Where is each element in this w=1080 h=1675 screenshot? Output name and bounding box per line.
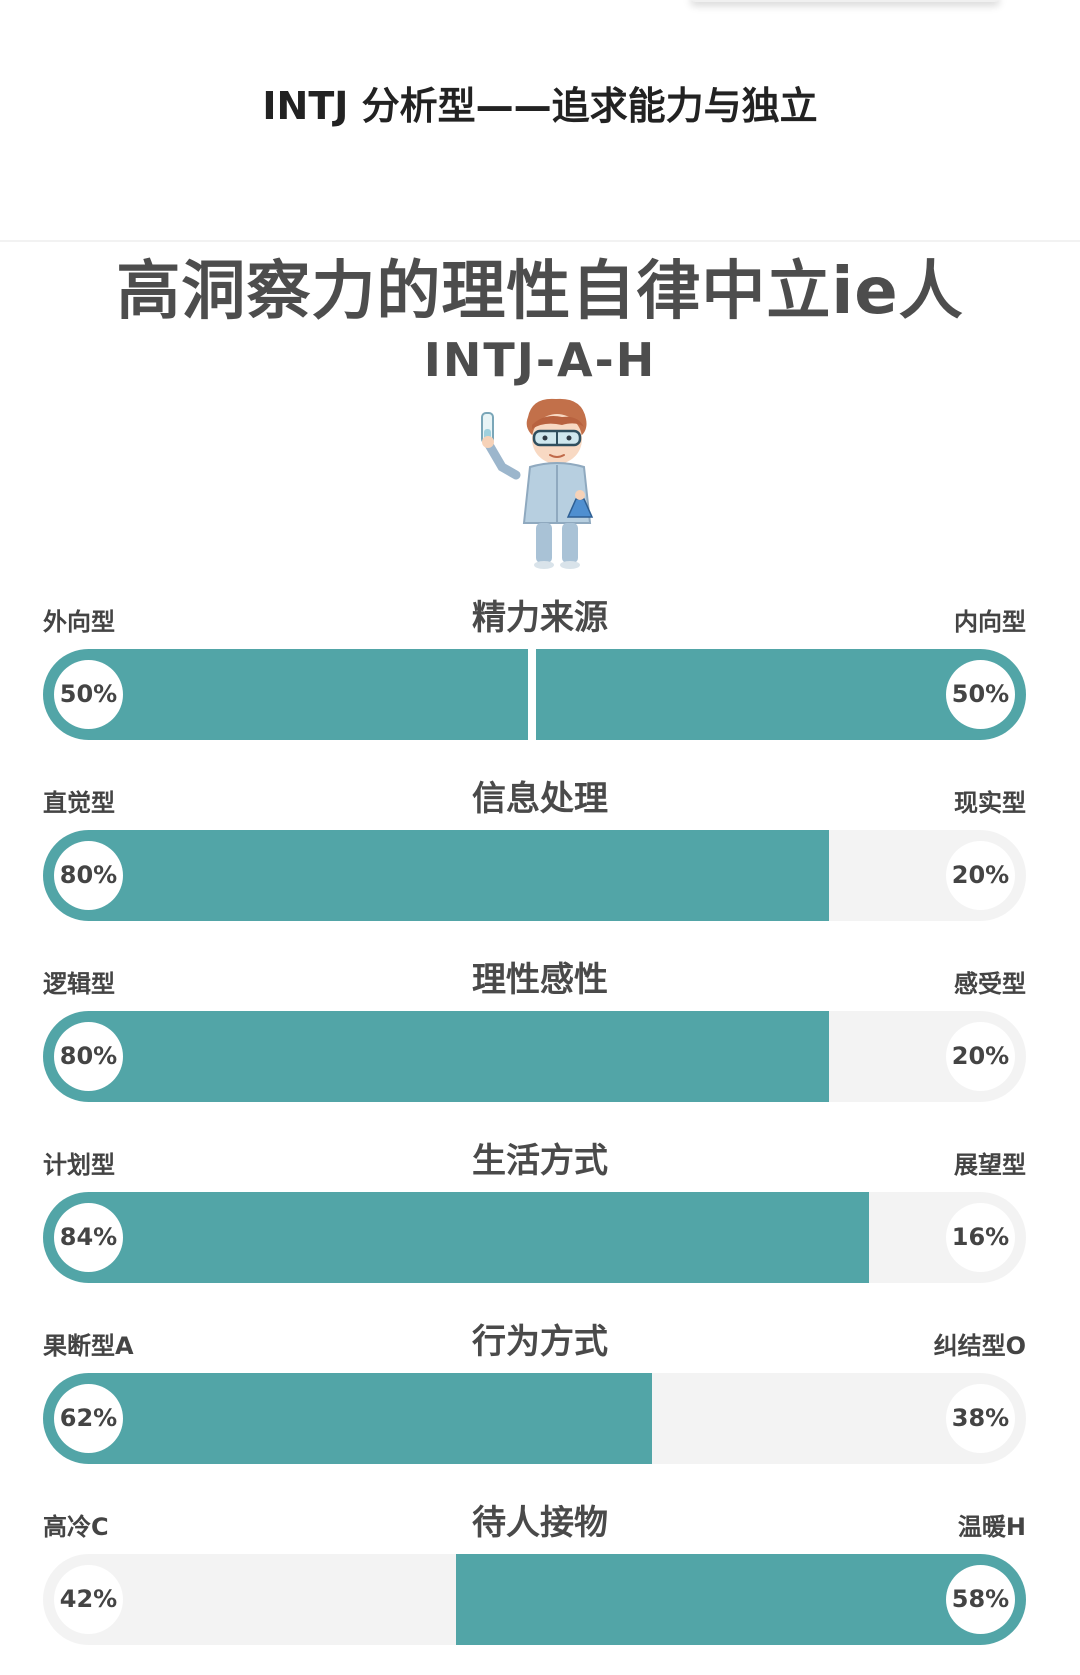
left-percent-badge: 80% bbox=[54, 841, 123, 910]
left-trait-label: 计划型 bbox=[43, 1151, 115, 1179]
ratio-bar: 50% 50% bbox=[43, 649, 1026, 740]
dimension-energy-source: 外向型 精力来源 内向型 50% 50% bbox=[0, 580, 1080, 761]
right-trait-label: 现实型 bbox=[954, 789, 1026, 817]
bar-fill-left bbox=[43, 1011, 830, 1102]
bar-fill-left bbox=[43, 830, 830, 921]
dimension-list: 外向型 精力来源 内向型 50% 50% 直觉型 信息处理 现实型 80% 20… bbox=[0, 580, 1080, 1666]
bar-fill-left bbox=[43, 1192, 869, 1283]
left-percent-badge: 80% bbox=[54, 1022, 123, 1091]
right-percent-badge: 20% bbox=[946, 1022, 1015, 1091]
right-trait-label: 纠结型O bbox=[933, 1332, 1026, 1360]
personality-headline: 高洞察力的理性自律中立ie人 bbox=[116, 255, 964, 329]
dimension-title: 信息处理 bbox=[472, 779, 608, 819]
ratio-bar: 80% 20% bbox=[43, 830, 1026, 921]
right-trait-label: 感受型 bbox=[954, 970, 1026, 998]
right-percent-badge: 38% bbox=[946, 1384, 1015, 1453]
right-trait-label: 温暖H bbox=[957, 1513, 1026, 1541]
scientist-mascot-icon bbox=[481, 398, 594, 569]
right-percent-badge: 58% bbox=[946, 1565, 1015, 1634]
bar-fill-left bbox=[43, 1373, 653, 1464]
left-trait-label: 外向型 bbox=[43, 608, 115, 636]
top-card-edge bbox=[690, 0, 1000, 2]
right-percent-badge: 50% bbox=[946, 660, 1015, 729]
right-trait-label: 展望型 bbox=[954, 1151, 1026, 1179]
ratio-bar: 62% 38% bbox=[43, 1373, 1026, 1464]
dimension-interpersonal: 高冷C 待人接物 温暖H 42% 58% bbox=[0, 1485, 1080, 1666]
section-divider bbox=[0, 240, 1080, 242]
dimension-information-processing: 直觉型 信息处理 现实型 80% 20% bbox=[0, 761, 1080, 942]
right-percent-badge: 16% bbox=[946, 1203, 1015, 1272]
page-title: INTJ 分析型——追求能力与独立 bbox=[262, 84, 818, 128]
dimension-behavior: 果断型A 行为方式 纠结型O 62% 38% bbox=[0, 1304, 1080, 1485]
dimension-thinking-feeling: 逻辑型 理性感性 感受型 80% 20% bbox=[0, 942, 1080, 1123]
right-percent-badge: 20% bbox=[946, 841, 1015, 910]
ratio-bar: 42% 58% bbox=[43, 1554, 1026, 1645]
left-trait-label: 果断型A bbox=[43, 1332, 134, 1360]
left-trait-label: 逻辑型 bbox=[43, 970, 115, 998]
dimension-title: 理性感性 bbox=[472, 960, 608, 1000]
dimension-title: 精力来源 bbox=[472, 598, 608, 638]
left-percent-badge: 42% bbox=[54, 1565, 123, 1634]
ratio-bar: 84% 16% bbox=[43, 1192, 1026, 1283]
ratio-bar: 80% 20% bbox=[43, 1011, 1026, 1102]
right-trait-label: 内向型 bbox=[954, 608, 1026, 636]
personality-type-code: INTJ-A-H bbox=[423, 333, 657, 387]
left-trait-label: 直觉型 bbox=[43, 789, 115, 817]
left-percent-badge: 62% bbox=[54, 1384, 123, 1453]
left-trait-label: 高冷C bbox=[43, 1513, 109, 1541]
dimension-title: 生活方式 bbox=[472, 1141, 608, 1181]
bar-fill-right bbox=[455, 1554, 1026, 1645]
left-percent-badge: 84% bbox=[54, 1203, 123, 1272]
dimension-lifestyle: 计划型 生活方式 展望型 84% 16% bbox=[0, 1123, 1080, 1304]
dimension-title: 待人接物 bbox=[472, 1503, 608, 1543]
bar-split-line bbox=[528, 649, 536, 740]
left-percent-badge: 50% bbox=[54, 660, 123, 729]
dimension-title: 行为方式 bbox=[472, 1322, 608, 1362]
